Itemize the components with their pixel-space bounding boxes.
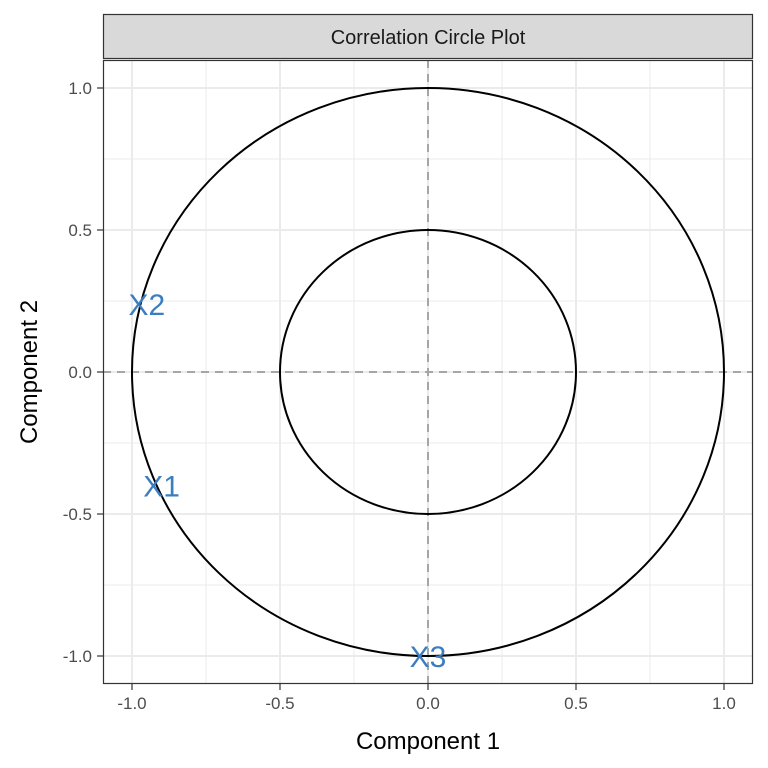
y-axis-title: Component 2 (16, 300, 43, 444)
x-tick-label: -1.0 (117, 694, 146, 713)
y-tick-label: -0.5 (63, 505, 92, 524)
panel-border (102, 59, 754, 685)
x-tick-label: -0.5 (265, 694, 294, 713)
y-tick-label: -1.0 (63, 647, 92, 666)
x-axis-title: Component 1 (356, 728, 500, 755)
facet-strip (102, 13, 754, 60)
y-tick-label: 0.0 (68, 363, 92, 382)
x-tick-label: 1.0 (712, 694, 736, 713)
y-tick-label: 0.5 (68, 221, 92, 240)
point-layer: X2 X1 X3 (128, 289, 446, 674)
x-tick-label: 0.5 (564, 694, 588, 713)
circle-layer (131, 87, 725, 657)
reference-lines (103, 60, 753, 684)
x-tick-label: 0.0 (416, 694, 440, 713)
variable-label-x2: X2 (128, 289, 165, 322)
tick-layer: -1.0 -0.5 0.0 0.5 1.0 -1.0 -0.5 0.0 0.5 1.0 (63, 79, 736, 713)
variable-label-x3: X3 (410, 641, 447, 674)
y-tick-label: 1.0 (68, 79, 92, 98)
variable-label-x1: X1 (143, 471, 180, 504)
correlation-circle-r0_5 (279, 229, 577, 515)
correlation-circle-r1 (131, 87, 725, 657)
chart-title: Correlation Circle Plot (331, 27, 526, 49)
